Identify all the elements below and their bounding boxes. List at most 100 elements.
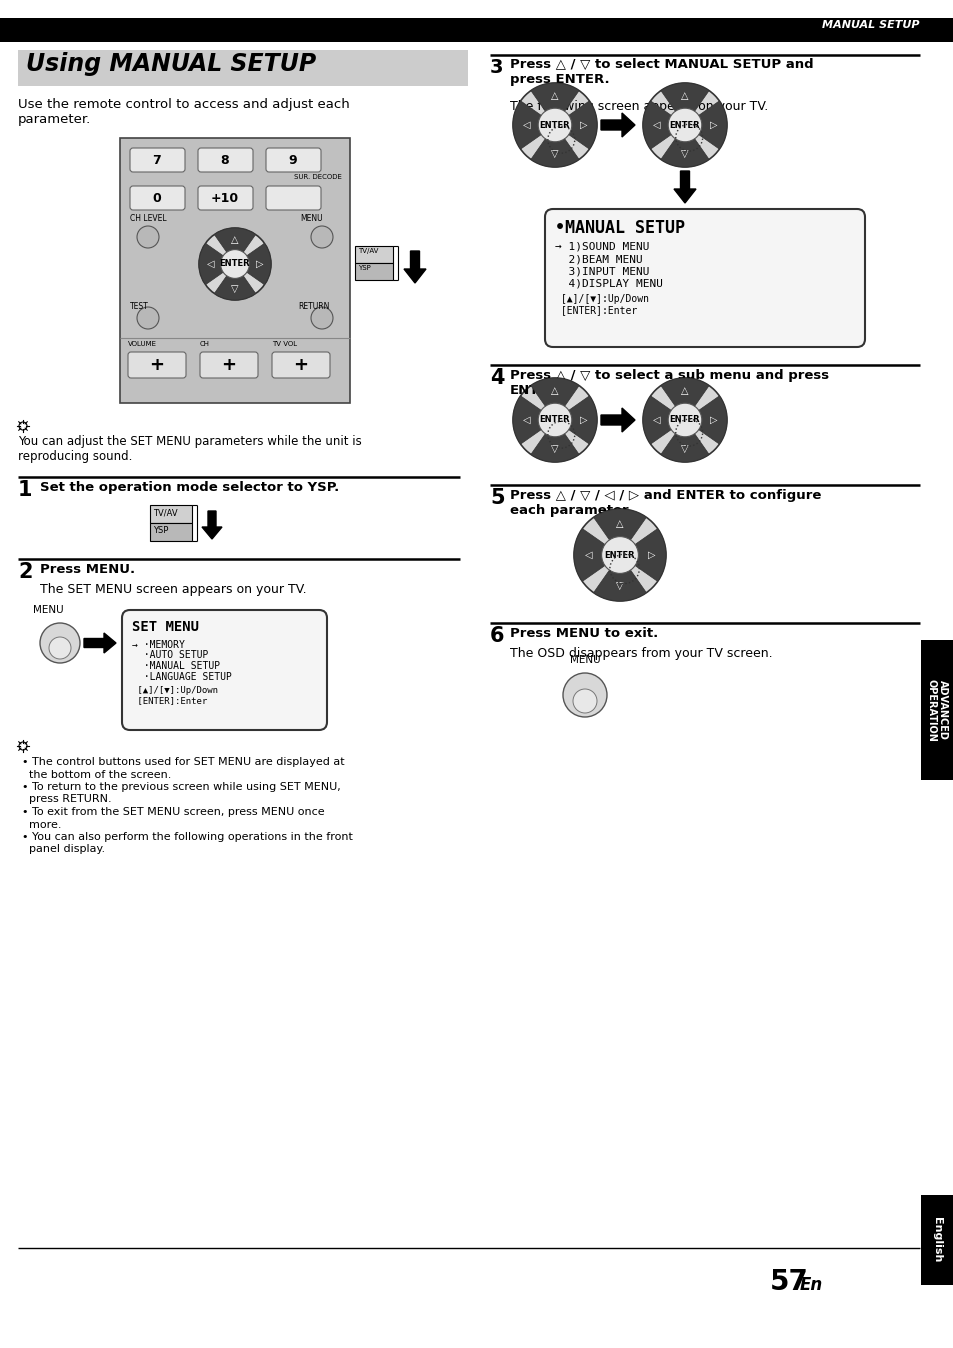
Text: ◁: ◁ — [522, 415, 530, 425]
Text: MENU: MENU — [299, 214, 322, 222]
Circle shape — [199, 228, 271, 301]
Text: Set the operation mode selector to YSP.: Set the operation mode selector to YSP. — [40, 481, 339, 493]
Circle shape — [667, 403, 701, 437]
Text: YSP: YSP — [152, 526, 168, 535]
Bar — [150, 506, 192, 523]
Text: TEST: TEST — [130, 302, 149, 311]
Circle shape — [311, 307, 333, 329]
Wedge shape — [660, 84, 708, 125]
Text: ENTER: ENTER — [604, 550, 635, 559]
Text: ▷: ▷ — [255, 259, 263, 270]
Text: English: English — [931, 1217, 941, 1263]
Text: ▽: ▽ — [680, 148, 688, 159]
Wedge shape — [199, 244, 234, 284]
Text: Press MENU.: Press MENU. — [40, 563, 135, 576]
Text: The following screen appears on your TV.: The following screen appears on your TV. — [510, 100, 767, 113]
Wedge shape — [513, 101, 555, 150]
Text: MANUAL SETUP: MANUAL SETUP — [821, 20, 919, 30]
Text: ▽: ▽ — [551, 148, 558, 159]
Polygon shape — [84, 634, 116, 652]
Circle shape — [137, 226, 159, 248]
Text: +10: +10 — [211, 191, 239, 205]
Text: [ENTER]:Enter: [ENTER]:Enter — [555, 305, 637, 315]
Text: ENTER: ENTER — [539, 120, 570, 129]
Text: more.: more. — [22, 820, 61, 829]
Text: 2: 2 — [18, 562, 32, 582]
Text: 3)INPUT MENU: 3)INPUT MENU — [555, 267, 649, 276]
Text: 1: 1 — [18, 480, 32, 500]
FancyBboxPatch shape — [198, 186, 253, 210]
Text: 2)BEAM MENU: 2)BEAM MENU — [555, 253, 642, 264]
FancyBboxPatch shape — [122, 611, 327, 731]
Wedge shape — [214, 264, 255, 301]
Wedge shape — [593, 510, 646, 555]
Text: ENTER: ENTER — [539, 415, 570, 425]
Text: ▷: ▷ — [579, 120, 587, 129]
Text: You can adjust the SET MENU parameters while the unit is
reproducing sound.: You can adjust the SET MENU parameters w… — [18, 435, 361, 462]
Text: ◁: ◁ — [584, 550, 592, 559]
Polygon shape — [600, 113, 635, 137]
Wedge shape — [660, 125, 708, 167]
Text: ENTER: ENTER — [669, 415, 700, 425]
Text: ▷: ▷ — [709, 120, 717, 129]
Wedge shape — [234, 244, 271, 284]
Text: RETURN: RETURN — [297, 302, 329, 311]
Wedge shape — [555, 396, 597, 443]
FancyBboxPatch shape — [130, 148, 185, 173]
Text: YSP: YSP — [357, 266, 371, 271]
Circle shape — [642, 377, 726, 462]
Text: △: △ — [680, 387, 688, 396]
Text: 7: 7 — [152, 154, 161, 167]
Wedge shape — [660, 377, 708, 421]
Bar — [920, 640, 953, 780]
Text: △: △ — [551, 387, 558, 396]
Text: MENU: MENU — [33, 605, 64, 615]
FancyBboxPatch shape — [272, 352, 330, 377]
Text: [ENTER]:Enter: [ENTER]:Enter — [132, 696, 207, 705]
Circle shape — [574, 510, 665, 601]
Text: ▽: ▽ — [680, 443, 688, 453]
Circle shape — [562, 673, 606, 717]
FancyBboxPatch shape — [130, 186, 185, 210]
Text: The SET MENU screen appears on your TV.: The SET MENU screen appears on your TV. — [40, 582, 306, 596]
Wedge shape — [619, 528, 665, 581]
Text: ▽: ▽ — [551, 443, 558, 453]
Bar — [920, 1194, 953, 1285]
Text: +: + — [221, 356, 236, 373]
Text: • You can also perform the following operations in the front: • You can also perform the following ope… — [22, 832, 353, 842]
Text: Press △ / ▽ to select MANUAL SETUP and
press ENTER.: Press △ / ▽ to select MANUAL SETUP and p… — [510, 58, 813, 86]
Text: ENTER: ENTER — [669, 120, 700, 129]
Text: ·MANUAL SETUP: ·MANUAL SETUP — [132, 662, 220, 671]
Text: • To exit from the SET MENU screen, press MENU once: • To exit from the SET MENU screen, pres… — [22, 807, 324, 817]
Text: Press △ / ▽ to select a sub menu and press
ENTER.: Press △ / ▽ to select a sub menu and pre… — [510, 369, 828, 398]
Polygon shape — [600, 408, 635, 431]
Circle shape — [667, 108, 701, 142]
Text: 4)DISPLAY MENU: 4)DISPLAY MENU — [555, 279, 662, 288]
Text: ▷: ▷ — [709, 415, 717, 425]
Bar — [355, 245, 393, 263]
Wedge shape — [531, 377, 578, 421]
Wedge shape — [642, 396, 684, 443]
Text: ADVANCED
OPERATION: ADVANCED OPERATION — [925, 678, 947, 741]
Wedge shape — [513, 396, 555, 443]
Wedge shape — [531, 84, 578, 125]
Text: 8: 8 — [220, 154, 229, 167]
Wedge shape — [531, 125, 578, 167]
Text: +: + — [294, 356, 308, 373]
Text: △: △ — [616, 519, 623, 528]
Text: Press △ / ▽ / ◁ / ▷ and ENTER to configure
each parameter.: Press △ / ▽ / ◁ / ▷ and ENTER to configu… — [510, 489, 821, 518]
Circle shape — [220, 249, 249, 279]
Text: • To return to the previous screen while using SET MENU,: • To return to the previous screen while… — [22, 782, 340, 793]
Circle shape — [311, 226, 333, 248]
Text: [▲]/[▼]:Up/Down: [▲]/[▼]:Up/Down — [555, 294, 648, 305]
Text: ·LANGUAGE SETUP: ·LANGUAGE SETUP — [132, 673, 232, 682]
Text: •MANUAL SETUP: •MANUAL SETUP — [555, 218, 684, 237]
Text: ·AUTO SETUP: ·AUTO SETUP — [132, 650, 208, 661]
Text: 6: 6 — [490, 625, 504, 646]
FancyBboxPatch shape — [200, 352, 257, 377]
Wedge shape — [555, 101, 597, 150]
Text: 4: 4 — [490, 368, 504, 388]
Text: 3: 3 — [490, 58, 503, 77]
Text: ▽: ▽ — [616, 581, 623, 592]
Text: CH: CH — [200, 341, 210, 346]
